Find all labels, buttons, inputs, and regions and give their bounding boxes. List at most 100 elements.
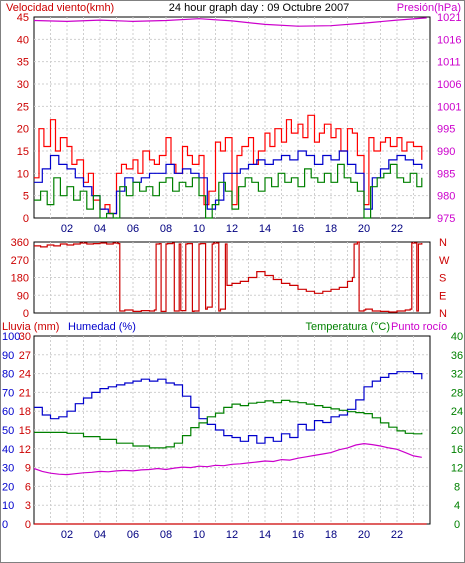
windavg-series	[34, 163, 423, 219]
dewpoint-series	[33, 442, 422, 476]
temperature-tick-label: 28	[451, 387, 463, 399]
pressure-series	[33, 17, 427, 27]
humidity-tick-label: 10	[2, 500, 14, 512]
direction-tick-label: 360	[11, 237, 29, 249]
x-tick-label: 08	[160, 223, 172, 235]
temperature-tick-label: 16	[451, 444, 463, 456]
pressure-tick-label: 985	[437, 168, 455, 180]
humidity-tick-label: 40	[2, 444, 14, 456]
pressure-tick-label: 1001	[437, 101, 461, 113]
pressure-tick-label: 975	[437, 213, 455, 225]
temperature-tick-label: 36	[451, 350, 463, 362]
chart1-title: 24 hour graph day : 09 Octubre 2007	[169, 2, 349, 14]
x-tick-label: 02	[61, 223, 73, 235]
compass-label: S	[439, 273, 446, 285]
pressure-tick-label: 980	[437, 191, 455, 203]
x-tick-label: 18	[325, 529, 337, 541]
temperature-tick-label: 20	[451, 425, 463, 437]
humidity-series	[34, 371, 423, 444]
temperature-series	[34, 399, 423, 449]
x-tick-label: 12	[226, 223, 238, 235]
chart3-ylabel-humidity: Humedad (%)	[68, 321, 136, 333]
direction-tick-label: 270	[11, 255, 29, 267]
x-tick-label: 08	[160, 529, 172, 541]
wind-tick-label: 20	[17, 124, 29, 136]
x-tick-label: 06	[127, 529, 139, 541]
pressure-tick-label: 995	[437, 124, 455, 136]
wind-x-ticks: 02 04 06 08 10 12 14 16 18 20 22	[61, 223, 403, 235]
direction-tick-label: 0	[23, 308, 29, 320]
wind-tick-label: 15	[17, 146, 29, 158]
wind-tick-label: 25	[17, 101, 29, 113]
temperature-tick-label: 24	[451, 406, 463, 418]
wind-left-ticks: 0 5 10 15 20 25 30 35 40 45	[17, 12, 29, 225]
x-tick-label: 04	[94, 223, 106, 235]
wind-tick-label: 10	[17, 168, 29, 180]
pressure-tick-label: 990	[437, 146, 455, 158]
rain-left-ticks: 0 3 6 9 12 15 18 21 24 27 30	[19, 331, 31, 531]
x-tick-label: 06	[127, 223, 139, 235]
temperature-tick-label: 40	[451, 331, 463, 343]
x-tick-label: 22	[391, 223, 403, 235]
humidity-tick-label: 50	[2, 425, 14, 437]
temperature-tick-label: 4	[454, 500, 460, 512]
rain-tick-label: 6	[25, 481, 31, 493]
wind-tick-label: 40	[17, 34, 29, 46]
direction-tick-label: 180	[11, 273, 29, 285]
pressure-tick-label: 1011	[437, 57, 461, 69]
humidity-tick-label: 20	[2, 481, 14, 493]
humidity-tick-label: 70	[2, 387, 14, 399]
compass-label: N	[439, 308, 447, 320]
x-tick-label: 14	[259, 529, 271, 541]
pressure-tick-label: 1021	[437, 12, 461, 24]
temperature-tick-label: 12	[451, 463, 463, 475]
x-tick-label: 16	[292, 223, 304, 235]
wind-direction-series	[34, 241, 423, 313]
humidity-left-ticks: 0 10 20 30 40 50 60 70 80 90 100	[2, 331, 20, 531]
temperature-tick-label: 0	[454, 519, 460, 531]
humidity-tick-label: 80	[2, 369, 14, 381]
rain-tick-label: 15	[19, 425, 31, 437]
wind-tick-label: 30	[17, 79, 29, 91]
temperature-tick-label: 32	[451, 369, 463, 381]
x-tick-label: 12	[226, 529, 238, 541]
wind-tick-label: 0	[23, 213, 29, 225]
chart1-ylabel-right: Presión(hPa)	[397, 2, 461, 14]
compass-label: E	[439, 290, 446, 302]
wind-tick-label: 35	[17, 57, 29, 69]
rain-tick-label: 21	[19, 387, 31, 399]
chart1-ylabel-left: Velocidad viento(kmh)	[6, 2, 114, 14]
x-tick-label: 22	[391, 529, 403, 541]
rain-tick-label: 24	[19, 369, 31, 381]
rain-tick-label: 9	[25, 463, 31, 475]
x-tick-label: 20	[358, 529, 370, 541]
rain-tick-label: 12	[19, 444, 31, 456]
chart3-ylabel-temperature: Temperatura (°C)	[306, 321, 390, 333]
direction-horizontal-grid	[34, 259, 430, 296]
rain-tick-label: 18	[19, 406, 31, 418]
rain-tick-label: 3	[25, 500, 31, 512]
wind-vertical-grid	[50, 17, 414, 218]
rain-tick-label: 30	[19, 331, 31, 343]
wind-tick-label: 5	[23, 191, 29, 203]
pressure-tick-label: 1016	[437, 34, 461, 46]
direction-tick-label: 90	[17, 290, 29, 302]
chart3-ylabel-rain: Lluvia (mm)	[2, 321, 59, 333]
compass-label: W	[439, 255, 450, 267]
chart3-ylabel-dewpoint: Punto rocío	[391, 321, 447, 333]
wind-tick-label: 45	[17, 12, 29, 24]
temperature-tick-label: 8	[454, 481, 460, 493]
x-tick-label: 20	[358, 223, 370, 235]
temperature-right-ticks: 0 4 8 12 16 20 24 28 32 36 40	[451, 331, 463, 531]
rain-tick-label: 0	[25, 519, 31, 531]
pressure-right-ticks: 975 980 985 990 995 1001 1006 1011 1016 1021	[437, 12, 461, 225]
x-tick-label: 10	[193, 529, 205, 541]
x-tick-label: 14	[259, 223, 271, 235]
rain-tick-label: 27	[19, 350, 31, 362]
humidity-x-ticks: 02 04 06 08 10 12 14 16 18 20 22	[61, 529, 403, 541]
humidity-tick-label: 30	[2, 463, 14, 475]
humidity-tick-label: 60	[2, 406, 14, 418]
x-tick-label: 18	[325, 223, 337, 235]
